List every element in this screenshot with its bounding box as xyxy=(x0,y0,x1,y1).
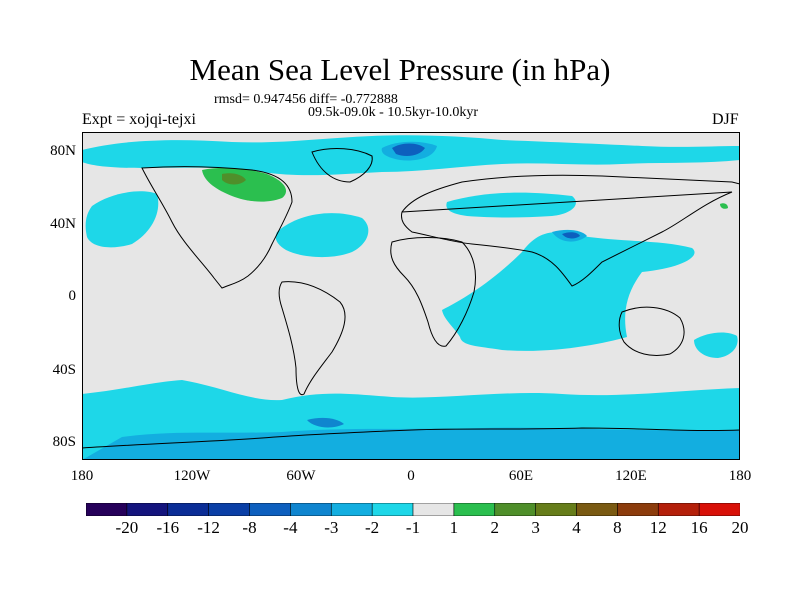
contour-north-atlantic xyxy=(275,213,369,258)
lon-label-120e: 120E xyxy=(615,468,647,484)
coastline-south-america xyxy=(278,281,346,396)
season-label: DJF xyxy=(712,111,739,128)
colorbar-swatch xyxy=(698,503,740,516)
colorbar-swatch xyxy=(208,503,251,516)
colorbar-swatch xyxy=(657,503,700,516)
period-label: 09.5k-09.0k - 10.5kyr-10.0kyr xyxy=(308,105,479,120)
contour-antarctic-inner xyxy=(82,427,740,460)
contour-indian-ocean-core xyxy=(562,232,580,239)
contour-south-pacific-east xyxy=(694,332,738,358)
colorbar-label: 20 xyxy=(731,518,749,537)
colorbar-swatch xyxy=(290,503,332,516)
colorbar-label: -3 xyxy=(324,518,339,537)
lon-label-180w: 180 xyxy=(70,468,94,484)
coastline-antarctica xyxy=(82,427,740,449)
lon-label-0: 0 xyxy=(407,468,415,484)
colorbar-swatch xyxy=(576,503,618,516)
lon-label-120w: 120W xyxy=(173,468,211,484)
rmsd-diff-stats: rmsd= 0.947456 diff= -0.772888 xyxy=(214,92,398,107)
colorbar-label: 4 xyxy=(572,518,581,537)
lat-label-80n: 80N xyxy=(50,143,76,159)
colorbar-swatch xyxy=(330,503,373,516)
colorbar-swatch xyxy=(371,503,414,516)
colorbar-label: -1 xyxy=(405,518,421,537)
colorbar-label: 2 xyxy=(490,518,500,537)
colorbar-label: -2 xyxy=(365,518,380,537)
lat-label-40s: 40S xyxy=(52,362,76,378)
pressure-anomaly-map xyxy=(82,132,740,460)
coastline-greenland xyxy=(311,148,373,183)
colorbar xyxy=(86,503,740,516)
lat-label-40n: 40N xyxy=(50,216,76,232)
coastline-north-america xyxy=(141,166,293,289)
lon-label-60w: 60W xyxy=(286,468,316,484)
colorbar-label: 1 xyxy=(449,518,459,537)
contour-indian-ocean xyxy=(442,232,695,351)
lat-label-0: 0 xyxy=(68,288,77,304)
experiment-label: Expt = xojqi-tejxi xyxy=(82,111,196,128)
coastline-australia xyxy=(618,306,685,356)
coastlines xyxy=(82,148,740,449)
contour-arctic-core xyxy=(392,143,425,156)
colorbar-swatch xyxy=(249,503,291,516)
colorbar-swatch xyxy=(535,503,578,516)
colorbar-label: -4 xyxy=(283,518,298,537)
lat-label-80s: 80S xyxy=(52,434,76,450)
colorbar-swatch xyxy=(453,503,496,516)
colorbar-label: 3 xyxy=(531,518,540,537)
lon-label-60e: 60E xyxy=(508,468,534,484)
contour-canada-positive-core xyxy=(222,173,246,185)
colorbar-swatch xyxy=(617,503,659,516)
coastline-africa xyxy=(390,237,476,347)
colorbar-swatch xyxy=(86,503,128,516)
colorbar-swatch xyxy=(412,503,455,516)
contour-north-pacific-west xyxy=(85,191,159,248)
colorbar-swatch xyxy=(494,503,537,516)
map-frame xyxy=(82,132,740,460)
colorbar-label: -20 xyxy=(115,518,139,537)
colorbar-label: -16 xyxy=(156,518,180,537)
colorbar-label: -8 xyxy=(242,518,257,537)
colorbar-swatch xyxy=(126,503,169,516)
colorbar-label: 12 xyxy=(649,518,667,537)
contour-antarctic-small xyxy=(307,417,344,428)
colorbar-label: 16 xyxy=(690,518,708,537)
lon-label-180e: 180 xyxy=(728,468,752,484)
colorbar-label: -12 xyxy=(197,518,220,537)
colorbar-label: 8 xyxy=(613,518,622,537)
colorbar-swatch xyxy=(167,503,210,516)
map-title: Mean Sea Level Pressure (in hPa) xyxy=(189,52,611,87)
contour-asia-positive xyxy=(720,203,728,209)
coastline-europe-asia xyxy=(401,174,740,287)
